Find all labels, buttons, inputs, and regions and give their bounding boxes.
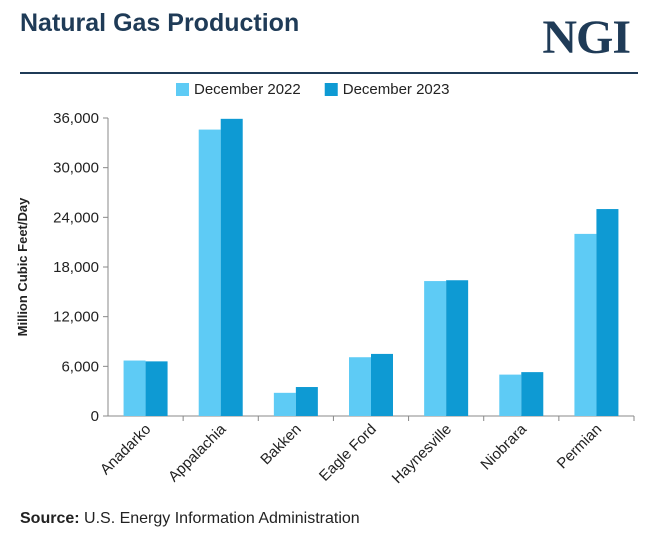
header-rule — [20, 72, 638, 74]
chart-title: Natural Gas Production — [20, 9, 300, 37]
bar-2023-appalachia — [220, 118, 243, 417]
y-tick-label: 12,000 — [53, 309, 99, 326]
bar-2023-eagle-ford — [371, 353, 393, 416]
x-tick-label: Haynesville — [389, 421, 455, 487]
bar-2022-anadarko — [123, 360, 146, 416]
x-tick-label: Niobrara — [477, 420, 530, 473]
y-axis-label: Million Cubic Feet/Day — [15, 197, 30, 336]
bar-2023-anadarko — [145, 361, 168, 416]
bar-2022-permian — [574, 233, 597, 416]
y-tick-label: 6,000 — [61, 358, 99, 375]
source-text: U.S. Energy Information Administration — [79, 510, 360, 527]
legend-swatch — [176, 83, 189, 96]
legend-swatch — [324, 83, 338, 96]
bar-2022-appalachia — [198, 129, 221, 417]
x-tick-label: Permian — [554, 421, 606, 473]
ngi-logo: NGI — [542, 11, 631, 64]
bar-2023-permian — [596, 209, 619, 416]
bar-2022-niobrara — [499, 374, 522, 416]
bar-2023-niobrara — [521, 372, 544, 416]
x-tick-label: Eagle Ford — [316, 421, 380, 485]
legend-label: December 2023 — [343, 81, 450, 98]
y-tick-label: 30,000 — [53, 160, 99, 177]
y-tick-label: 18,000 — [53, 259, 99, 276]
y-tick-label: 36,000 — [53, 110, 99, 127]
bar-chart: 0 6,000 12,000 18,000 24,000 30,000 36,000 Mill… — [15, 81, 635, 487]
x-tick-label: Anadarko — [97, 421, 154, 478]
legend-label: December 2022 — [194, 81, 301, 98]
bar-2022-bakken — [273, 392, 296, 416]
x-tick-label: Appalachia — [165, 420, 230, 485]
y-tick-label: 24,000 — [53, 209, 99, 226]
source-note: Source: U.S. Energy Information Administ… — [20, 510, 360, 528]
x-tick-label: Bakken — [257, 421, 304, 468]
bar-2022-haynesville — [424, 281, 447, 416]
bar-2023-haynesville — [446, 280, 469, 416]
bar-2023-bakken — [295, 387, 318, 416]
y-tick-label: 0 — [91, 408, 99, 425]
source-label: Source: — [20, 510, 80, 527]
bar-2022-eagle-ford — [349, 357, 371, 416]
